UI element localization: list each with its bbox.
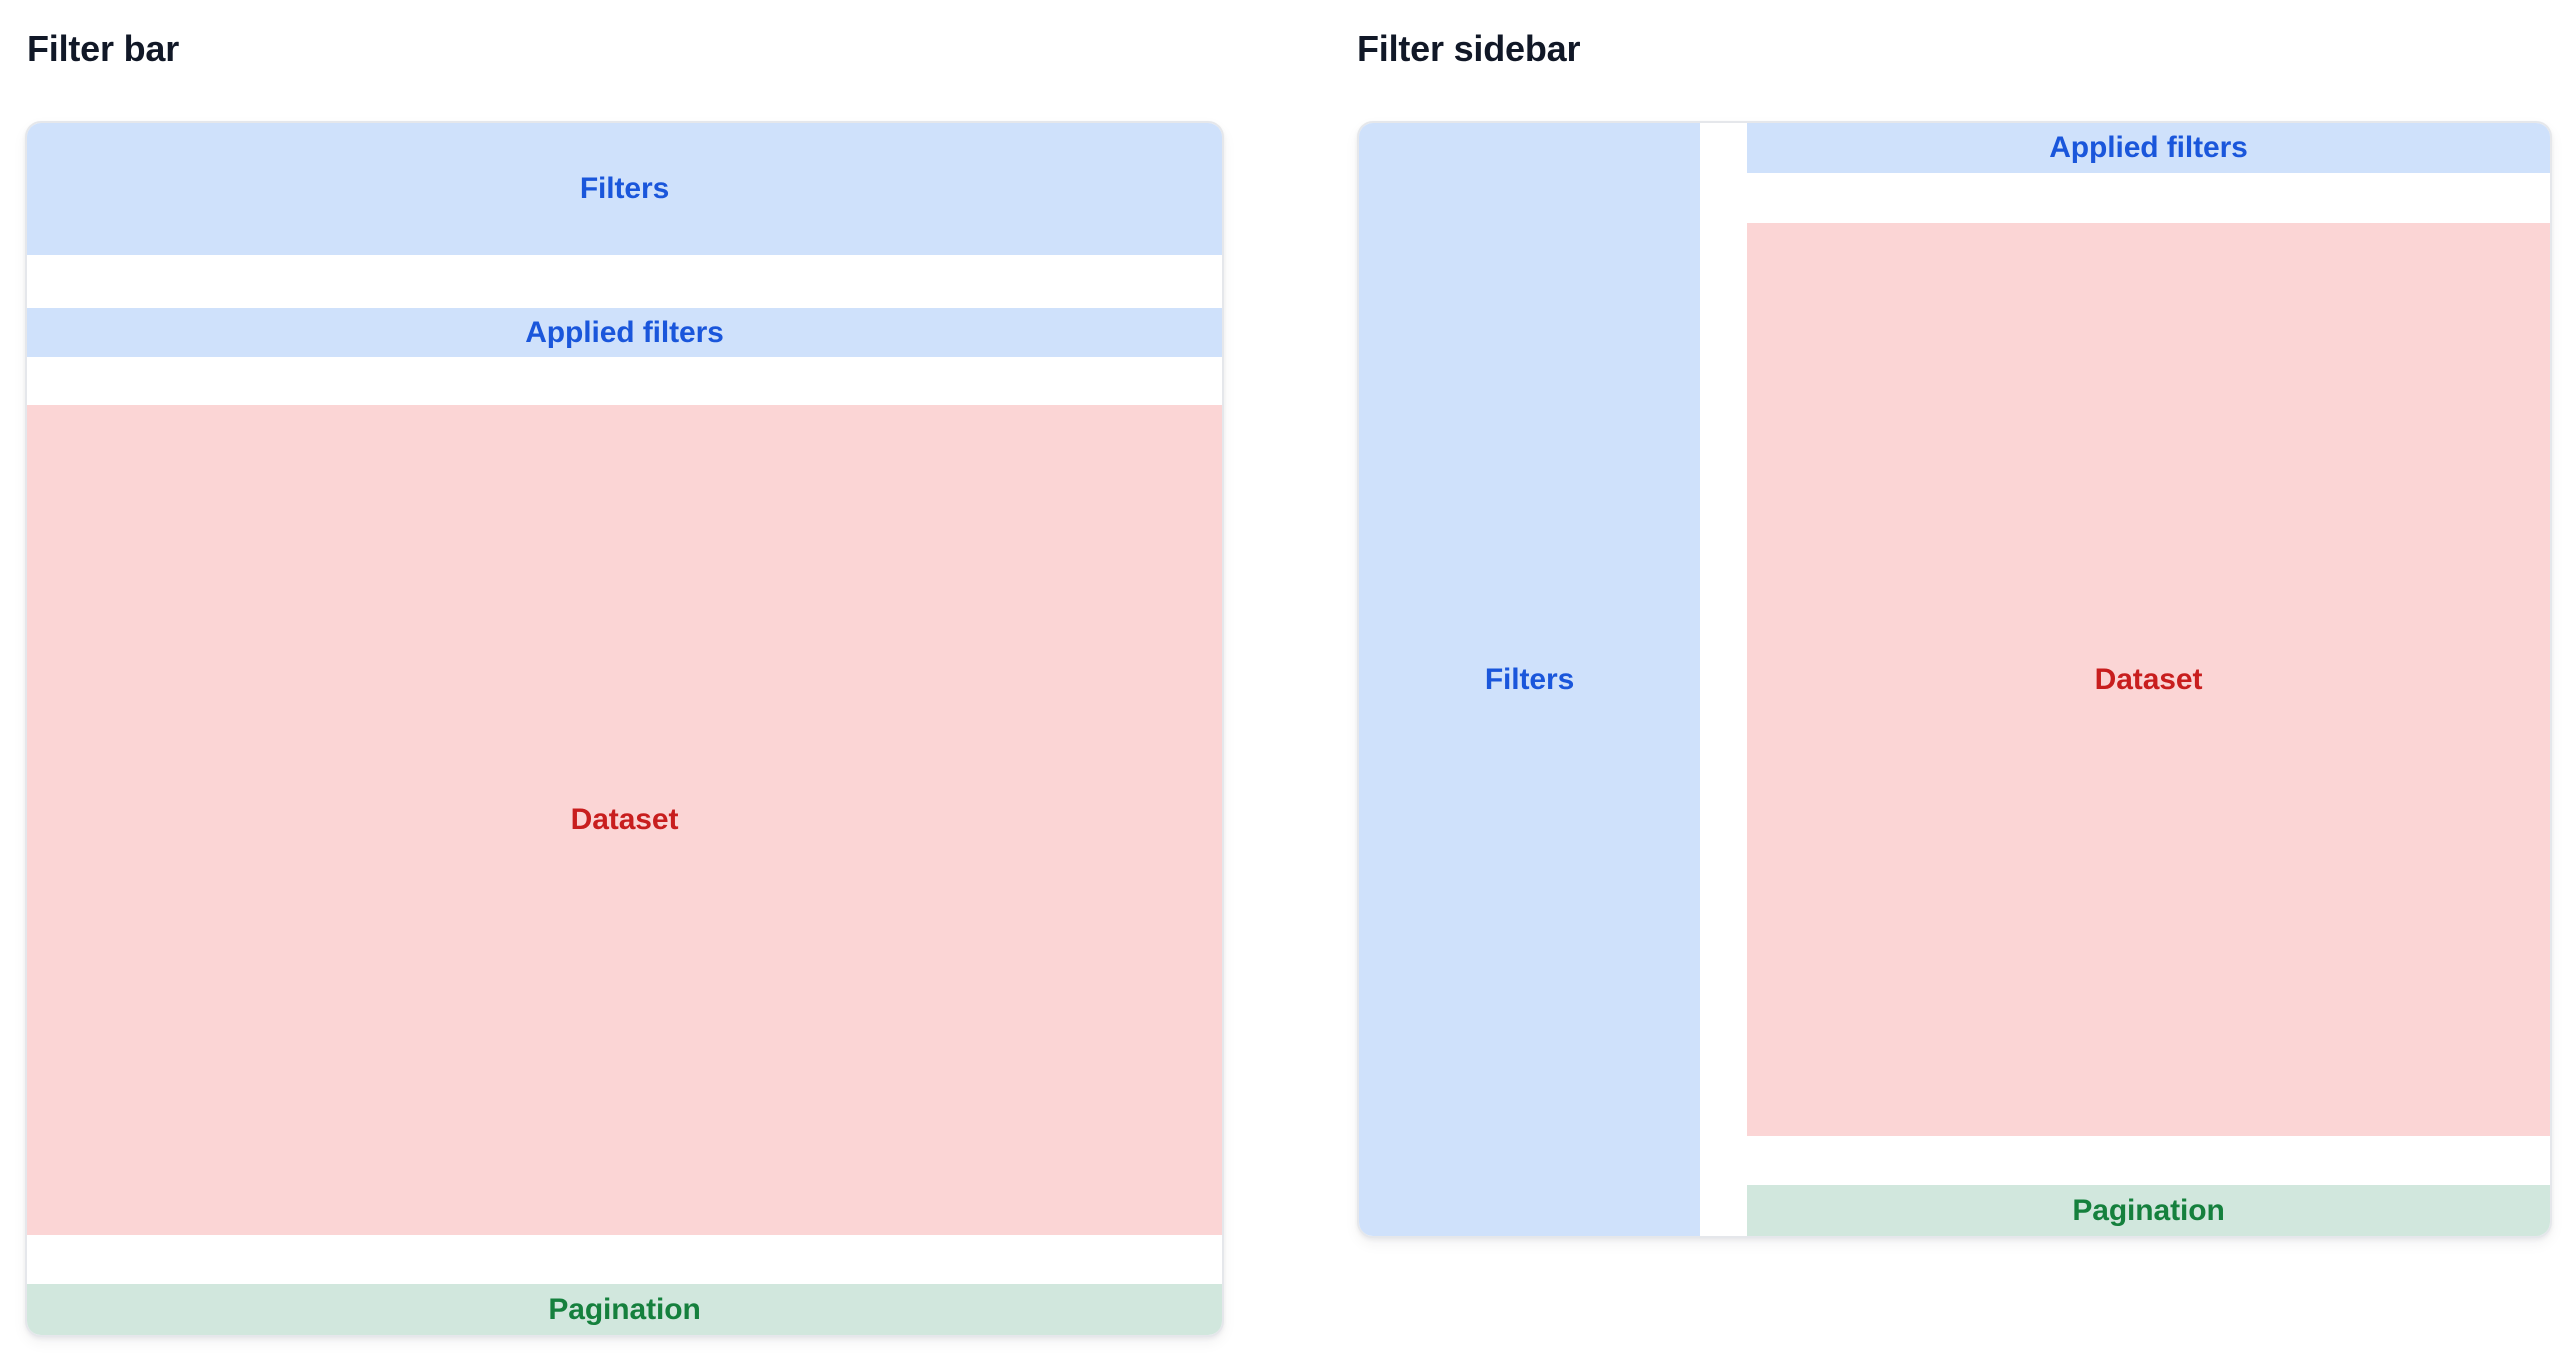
applied-filters-label: Applied filters: [525, 315, 724, 349]
applied-filters-label: Applied filters: [2049, 131, 2248, 164]
spacer: [1747, 1136, 2550, 1185]
pagination-label: Pagination: [548, 1292, 701, 1326]
dataset-label: Dataset: [570, 803, 679, 836]
filter-sidebar-pagination-region: Pagination: [1747, 1185, 2550, 1236]
spacer: [1747, 173, 2550, 223]
filter-sidebar-heading: Filter sidebar: [1357, 28, 1581, 69]
filters-label: Filters: [579, 172, 670, 205]
filters-label: Filters: [1484, 662, 1575, 696]
dataset-label: Dataset: [2094, 662, 2203, 696]
spacer: [27, 255, 1222, 308]
filter-sidebar-applied-filters-region: Applied filters: [1747, 123, 2550, 173]
filter-bar-filters-region: Filters: [27, 123, 1222, 255]
spacer: [1700, 123, 1747, 1236]
filter-bar-heading: Filter bar: [27, 28, 180, 69]
filter-bar-pagination-region: Pagination: [27, 1284, 1222, 1335]
filter-bar-dataset-region: Dataset: [27, 405, 1222, 1235]
filter-sidebar-filters-region: Filters: [1359, 123, 1700, 1236]
spacer: [27, 1235, 1222, 1284]
filter-sidebar-layout-panel: Filters Applied filters Dataset Paginati…: [1357, 121, 2552, 1238]
spacer: [27, 357, 1222, 405]
filter-bar-applied-filters-region: Applied filters: [27, 308, 1222, 357]
filter-bar-layout-panel: Filters Applied filters Dataset Paginati…: [25, 121, 1224, 1337]
filter-sidebar-content-column: Applied filters Dataset Pagination: [1747, 123, 2550, 1236]
filter-sidebar-dataset-region: Dataset: [1747, 223, 2550, 1136]
pagination-label: Pagination: [2072, 1193, 2225, 1227]
